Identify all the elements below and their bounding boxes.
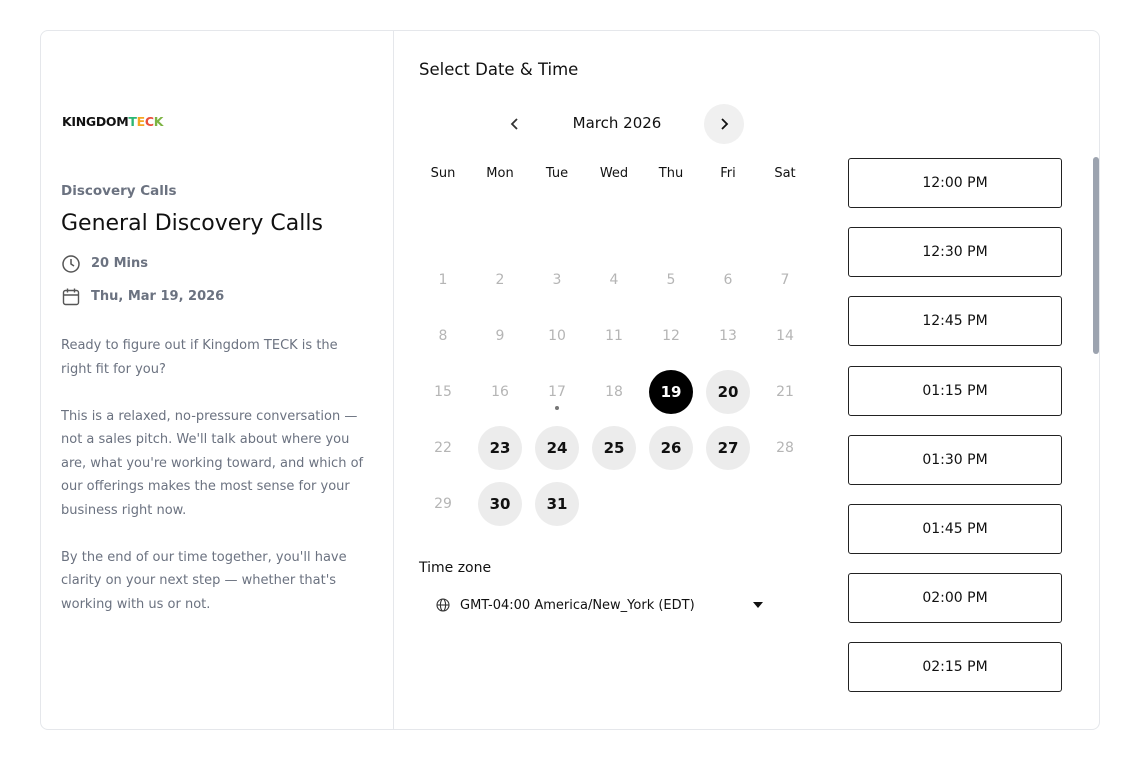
calendar-day: 5 [666,272,676,288]
calendar-day[interactable]: 26 [649,426,693,470]
calendar-day: 15 [434,384,452,400]
calendar-icon [62,288,80,306]
weekday-label: Thu [658,166,684,181]
calendar-day: 18 [605,384,623,400]
dropdown-caret [753,602,763,608]
calendar-day[interactable]: 30 [478,482,522,526]
next-month-button[interactable] [704,104,744,144]
calendar-day: 4 [609,272,619,288]
description-paragraph: This is a relaxed, no-pressure conversat… [61,408,364,518]
event-date: Thu, Mar 19, 2026 [91,289,225,304]
weekday-label: Sat [774,166,796,181]
weekday-label: Tue [545,166,569,181]
calendar-day: 16 [491,384,509,400]
calendar-day: 12 [662,328,680,344]
time-slot[interactable]: 02:00 PM [848,573,1062,624]
calendar-day: 28 [776,440,794,456]
description-paragraph: By the end of our time together, you'll … [61,549,347,612]
calendar-day[interactable]: 23 [478,426,522,470]
calendar-day[interactable]: 20 [706,370,750,414]
timezone-value: GMT-04:00 America/New_York (EDT) [460,597,695,613]
prev-month-button[interactable] [495,104,535,144]
calendar-day: 10 [548,328,566,344]
calendar-day: 1 [438,272,448,288]
calendar-day: 6 [723,272,733,288]
weekday-label: Mon [486,166,514,181]
timezone-label: Time zone [419,560,492,576]
logo-accent-letter: E [136,114,146,129]
weekday-label: Fri [720,166,736,181]
calendar-day[interactable]: 25 [592,426,636,470]
event-title: General Discovery Calls [61,211,323,236]
calendar-day: 14 [776,328,794,344]
calendar-day: 7 [780,272,790,288]
month-label: March 2026 [572,114,662,132]
weekday-label: Wed [599,166,629,181]
time-slot[interactable]: 12:00 PM [848,158,1062,208]
calendar-day: 11 [605,328,623,344]
time-slot[interactable]: 12:45 PM [848,296,1062,347]
calendar-day[interactable]: 24 [535,426,579,470]
time-slot[interactable]: 01:45 PM [848,504,1062,554]
event-description: Ready to figure out if Kingdom TECK is t… [61,334,366,624]
time-slot[interactable]: 01:30 PM [848,434,1062,485]
globe-icon [436,598,450,612]
event-duration: 20 Mins [91,256,149,271]
logo-accent-letter: T [128,114,137,129]
time-slot[interactable]: 12:30 PM [848,227,1062,278]
calendar-day: 3 [552,272,562,288]
today-dot [555,406,559,410]
weekday-label: Sun [430,166,456,181]
calendar-day: 21 [776,384,794,400]
time-slot[interactable]: 01:15 PM [848,365,1062,416]
logo: KINGDOMTECK [62,114,163,129]
logo-accent-letter: K [153,114,164,129]
timezone-select[interactable]: GMT-04:00 America/New_York (EDT) [436,594,766,616]
calendar-day: 9 [495,328,505,344]
logo-accent-letter: C [144,114,154,129]
event-category: Discovery Calls [61,183,177,199]
calendar-day[interactable]: 31 [535,482,579,526]
scrollbar [1093,157,1099,354]
description-paragraph: Ready to figure out if Kingdom TECK is t… [61,338,338,377]
clock-icon [62,255,80,273]
calendar-day: 29 [434,496,452,512]
booking-card [40,30,1100,730]
calendar-day: 2 [495,272,505,288]
logo-prefix: KINGDOM [62,114,129,129]
section-heading: Select Date & Time [419,60,579,79]
calendar-day: 13 [719,328,737,344]
time-slot[interactable]: 02:15 PM [848,642,1062,693]
calendar-day: 17 [548,384,566,400]
calendar-day: 8 [438,328,448,344]
divider [393,31,394,729]
calendar-day: 22 [434,440,452,456]
calendar-day[interactable]: 27 [706,426,750,470]
calendar-day[interactable]: 19 [649,370,693,414]
